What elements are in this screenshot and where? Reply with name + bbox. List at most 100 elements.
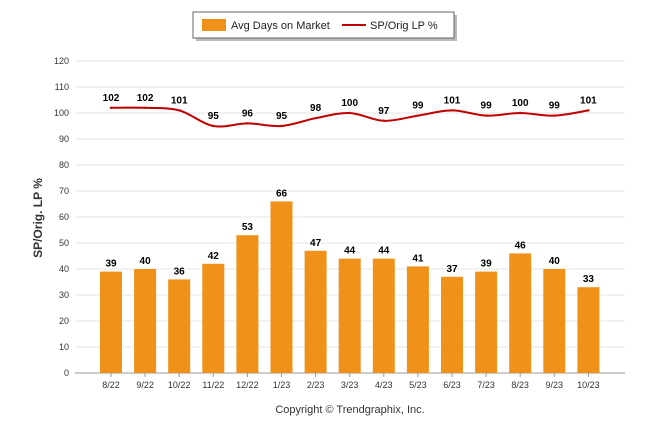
bar-value-label: 36 xyxy=(174,266,186,277)
legend-label-bar: Avg Days on Market xyxy=(231,20,330,32)
line-value-label: 100 xyxy=(512,98,529,109)
x-tick-label: 10/23 xyxy=(577,380,600,390)
x-tick-label: 8/23 xyxy=(511,380,529,390)
line-value-label: 98 xyxy=(310,103,322,114)
line-value-label: 99 xyxy=(549,101,561,112)
line-value-label: 95 xyxy=(276,111,288,122)
bar-value-label: 44 xyxy=(344,246,356,257)
line-value-label: 100 xyxy=(341,98,358,109)
y-tick-label: 60 xyxy=(59,212,69,222)
line-value-label: 101 xyxy=(171,95,188,106)
y-axis: 0 10 20 30 40 50 60 70 80 90 100 110 120 xyxy=(54,56,69,378)
line-point xyxy=(416,114,420,117)
line-point xyxy=(109,106,113,110)
y-tick-label: 90 xyxy=(59,134,69,144)
bar-value-label: 42 xyxy=(208,251,220,262)
x-tick-label: 11/22 xyxy=(202,380,224,390)
legend-box xyxy=(192,11,455,39)
y-tick-label: 120 xyxy=(54,56,69,66)
line-point xyxy=(587,109,590,112)
line-value-label: 96 xyxy=(242,108,254,119)
line-point xyxy=(246,122,249,125)
line-point xyxy=(382,119,385,123)
x-tick-label: 8/22 xyxy=(102,380,120,390)
bar xyxy=(372,258,395,373)
bar-value-label: 37 xyxy=(446,264,458,275)
bar-value-label: 66 xyxy=(276,188,288,199)
bar xyxy=(509,253,532,373)
bar-value-label: 46 xyxy=(515,240,527,251)
bar-value-label: 39 xyxy=(481,259,493,270)
legend-label-line: SP/Orig LP % xyxy=(370,20,438,32)
bar xyxy=(577,287,600,373)
line-point xyxy=(519,111,522,115)
bar xyxy=(270,201,293,373)
bar xyxy=(543,269,566,373)
bar xyxy=(441,276,463,373)
y-tick-label: 70 xyxy=(59,186,69,196)
bar-value-label: 44 xyxy=(378,246,390,257)
x-tick-label: 12/22 xyxy=(236,380,259,390)
y-tick-label: 40 xyxy=(59,264,69,274)
y-tick-label: 100 xyxy=(54,108,69,118)
bar xyxy=(100,271,122,373)
x-axis: 8/22 9/22 10/22 11/22 12/22 1/23 2/23 3/23 4/23 5… xyxy=(102,373,600,390)
bar xyxy=(168,279,191,373)
line-value-label: 102 xyxy=(103,93,120,104)
copyright-text: Copyright © Trendgraphix, Inc. xyxy=(275,404,424,416)
line-value-label: 95 xyxy=(208,111,220,122)
bar-value-label: 41 xyxy=(412,253,424,264)
bar-value-label: 47 xyxy=(310,238,322,249)
y-tick-label: 0 xyxy=(64,368,69,378)
bar xyxy=(338,258,361,373)
bar xyxy=(304,250,327,373)
bar-value-label: 40 xyxy=(549,256,561,267)
bar-series: 39 40 36 42 53 66 47 44 44 41 37 39 46 40 33 xyxy=(100,188,600,373)
bar-value-label: 39 xyxy=(105,259,117,270)
y-axis-title: SP/Orig. LP % xyxy=(31,178,45,258)
line-point xyxy=(553,114,556,117)
line-value-label: 97 xyxy=(378,106,390,117)
y-tick-label: 110 xyxy=(55,82,69,92)
x-tick-label: 5/23 xyxy=(409,380,427,390)
x-tick-label: 4/23 xyxy=(375,380,393,390)
line-series: 102 102 101 95 96 95 98 100 97 99 101 99 100 99 101 xyxy=(103,93,597,128)
y-tick-label: 80 xyxy=(59,160,69,170)
y-tick-label: 20 xyxy=(59,316,69,326)
bar xyxy=(475,271,498,373)
line-value-label: 99 xyxy=(481,101,493,112)
y-tick-label: 10 xyxy=(59,342,69,352)
line-point xyxy=(178,109,181,112)
bar xyxy=(134,269,157,373)
bar-value-label: 53 xyxy=(242,222,254,233)
y-tick-label: 30 xyxy=(59,290,69,300)
legend-swatch-bar xyxy=(202,19,226,31)
x-tick-label: 9/22 xyxy=(136,380,154,390)
line-point xyxy=(450,109,454,112)
line-value-label: 101 xyxy=(580,95,597,106)
line-point xyxy=(280,124,283,128)
line-point xyxy=(314,117,317,120)
line-path xyxy=(110,106,589,128)
line-point xyxy=(212,124,215,128)
line-value-label: 99 xyxy=(412,101,424,112)
bar-value-label: 33 xyxy=(583,274,595,285)
x-tick-label: 6/23 xyxy=(443,380,461,390)
line-point xyxy=(348,111,351,115)
bar xyxy=(406,266,429,373)
x-tick-label: 7/23 xyxy=(477,380,495,390)
line-point xyxy=(143,106,147,110)
y-tick-label: 50 xyxy=(59,238,69,248)
legend: Avg Days on Market SP/Orig LP % xyxy=(192,11,457,41)
bar xyxy=(202,263,225,373)
x-tick-label: 3/23 xyxy=(341,380,359,390)
line-value-label: 101 xyxy=(444,95,461,106)
x-tick-label: 2/23 xyxy=(307,380,325,390)
bar-value-label: 40 xyxy=(140,256,152,267)
bar xyxy=(236,235,259,373)
x-tick-label: 10/22 xyxy=(168,380,191,390)
line-value-label: 102 xyxy=(137,93,154,104)
x-tick-label: 1/23 xyxy=(273,380,291,390)
line-point xyxy=(484,114,488,117)
